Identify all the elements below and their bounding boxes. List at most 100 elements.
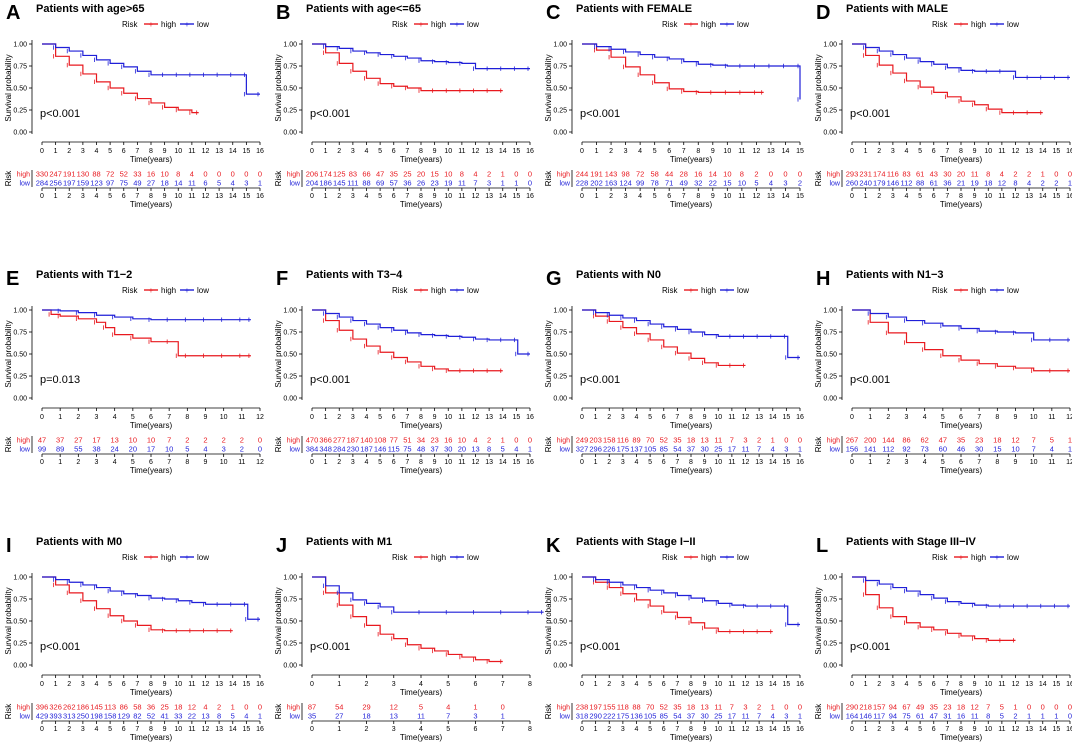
risk-count-low: 13 [471,445,479,454]
risk-x-tick-label: 1 [864,726,868,733]
risk-count-low: 313 [63,712,76,721]
risk-count-high: 186 [77,703,90,712]
x-tick-label: 2 [76,414,80,421]
x-tick-label: 3 [392,681,396,688]
risk-count-low: 5 [501,445,505,454]
legend: Risk + high + low [662,553,749,562]
x-tick-label: 15 [782,414,790,421]
risk-count-low: 8 [986,712,990,721]
risk-x-tick-label: 15 [1052,726,1060,733]
x-tick-label: 5 [378,148,382,155]
risk-count-high: 10 [160,170,168,179]
panel-d: D Patients with MALE Risk + high + low 0.00 0.25… [814,2,1072,209]
risk-count-high: 86 [120,703,128,712]
x-tick-label: 16 [526,148,534,155]
risk-count-high: 83 [902,170,910,179]
risk-x-tick-label: 0 [310,193,314,200]
risk-count-low: 136 [630,712,643,721]
x-tick-label: 8 [149,148,153,155]
risk-count-low: 36 [403,179,411,188]
risk-count-low: 20 [458,445,466,454]
panel-title: Patients with age<=65 [306,3,421,15]
risk-count-high: 145 [90,703,103,712]
x-tick-label: 11 [458,148,465,155]
y-axis-label: Survival probability [544,587,553,654]
x-tick-label: 5 [941,414,945,421]
risk-count-high: 5 [1000,703,1004,712]
x-tick-label: 4 [923,414,927,421]
risk-count-high: 1 [1041,170,1045,179]
risk-x-tick-label: 10 [220,459,228,466]
risk-axis-label: Risk [814,170,823,187]
risk-count-low: 10 [1011,445,1019,454]
risk-x-tick-label: 14 [229,726,237,733]
risk-x-tick-label: 1 [594,726,598,733]
risk-x-tick-label: 9 [711,193,715,200]
x-tick-label: 2 [337,414,341,421]
x-tick-label: 4 [905,148,909,155]
legend-title: Risk [122,286,139,295]
panel-letter: E [6,268,19,290]
curve-high [312,43,503,92]
risk-x-tick-label: 5 [918,193,922,200]
risk-count-low: 4 [231,179,235,188]
risk-count-low: 16 [957,712,965,721]
y-tick-label: 0.50 [13,86,27,93]
risk-count-high: 4 [473,170,477,179]
risk-count-low: 7 [446,712,450,721]
legend-low-marker: + [455,20,460,29]
risk-count-low: 158 [104,712,117,721]
risk-count-low: 88 [916,179,924,188]
legend-title: Risk [932,20,949,29]
p-value: p=0.013 [40,374,80,386]
risk-count-high: 23 [943,703,951,712]
risk-count-low: 2 [1013,712,1017,721]
risk-count-high: 70 [646,436,654,445]
x-tick-label: 3 [95,414,99,421]
risk-count-high: 35 [390,170,398,179]
risk-count-high: 249 [576,436,589,445]
risk-count-low: 179 [873,179,886,188]
p-value: p<0.001 [580,374,620,386]
x-tick-label: 0 [580,681,584,688]
legend-low-marker: + [995,286,1000,295]
x-tick-label: 13 [485,414,493,421]
x-tick-label: 10 [1030,414,1038,421]
risk-count-low: 11 [188,179,196,188]
risk-count-high: 1 [771,436,775,445]
risk-count-low: 222 [603,712,616,721]
x-tick-label: 13 [1025,148,1033,155]
risk-count-low: 4 [771,445,775,454]
x-tick-label: 14 [499,414,507,421]
risk-x-tick-label: 3 [891,193,895,200]
p-value: p<0.001 [850,374,890,386]
risk-count-low: 69 [376,179,384,188]
risk-count-high: 10 [147,436,155,445]
risk-x-tick-label: 13 [215,726,223,733]
risk-x-tick-label: 3 [624,193,628,200]
x-tick-label: 10 [984,148,992,155]
risk-count-low: 7 [757,445,761,454]
legend-high-label: high [971,553,986,562]
risk-x-tick-label: 15 [782,459,790,466]
risk-count-low: 26 [417,179,425,188]
risk-x-tick-label: 6 [392,193,396,200]
curve-low [852,43,1070,79]
x-tick-label: 5 [648,414,652,421]
risk-count-high: 7 [730,703,734,712]
risk-x-tick-label: 1 [54,726,58,733]
legend-high-label: high [701,553,716,562]
x-tick-label: 11 [188,148,195,155]
risk-x-tick-label: 2 [877,726,881,733]
x-tick-label: 6 [474,681,478,688]
risk-axis-label: Risk [4,703,13,720]
curve-high [312,309,503,372]
x-tick-label: 2 [67,148,71,155]
legend-high-marker: + [689,553,694,562]
risk-x-axis-label: Time(years) [130,466,173,475]
risk-x-tick-label: 7 [675,726,679,733]
y-tick-label: 0.50 [553,619,567,626]
